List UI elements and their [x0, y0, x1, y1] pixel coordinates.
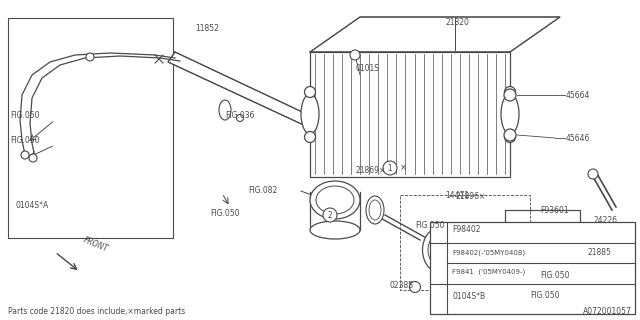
Text: ×: × [400, 164, 407, 172]
Ellipse shape [219, 100, 231, 120]
Circle shape [410, 282, 420, 292]
Text: F98402: F98402 [452, 225, 481, 234]
Ellipse shape [428, 234, 452, 266]
Text: A072001057: A072001057 [583, 308, 632, 316]
Circle shape [504, 132, 515, 142]
Ellipse shape [366, 196, 384, 224]
Ellipse shape [316, 186, 354, 214]
Circle shape [383, 161, 397, 175]
Text: 21869×: 21869× [355, 165, 385, 174]
Polygon shape [168, 52, 315, 128]
Text: FIG.050: FIG.050 [210, 209, 239, 218]
Text: F98402(-'05MY0408): F98402(-'05MY0408) [452, 249, 525, 256]
Text: 3: 3 [444, 292, 449, 301]
Text: FIG.036: FIG.036 [225, 110, 255, 119]
Text: FIG.050: FIG.050 [415, 220, 445, 229]
Circle shape [504, 89, 516, 101]
Text: Parts code 21820 does include,×marked parts: Parts code 21820 does include,×marked pa… [8, 308, 185, 316]
Text: FRONT: FRONT [82, 236, 109, 254]
Text: 2: 2 [328, 211, 332, 220]
Text: 21820: 21820 [445, 18, 469, 27]
Circle shape [605, 243, 615, 253]
Circle shape [305, 132, 316, 142]
Text: F9841  ('05MY0409-): F9841 ('05MY0409-) [452, 268, 525, 275]
Text: 3: 3 [545, 243, 550, 252]
Circle shape [323, 208, 337, 222]
Circle shape [541, 240, 555, 254]
Ellipse shape [501, 94, 519, 134]
Text: 1: 1 [444, 225, 449, 234]
Text: 11852: 11852 [195, 23, 219, 33]
Ellipse shape [301, 94, 319, 134]
Bar [8, 18, 173, 238]
Text: F93601: F93601 [540, 205, 568, 214]
Ellipse shape [310, 221, 360, 239]
Text: 0104S*B: 0104S*B [452, 292, 486, 301]
Bar [310, 52, 510, 177]
Text: FIG.050: FIG.050 [540, 270, 570, 279]
Circle shape [21, 151, 29, 159]
Circle shape [237, 115, 243, 122]
Text: 14471: 14471 [445, 190, 469, 199]
Text: 45646: 45646 [566, 133, 590, 142]
Text: 21896×: 21896× [456, 191, 486, 201]
Circle shape [440, 290, 452, 302]
Text: 24226: 24226 [594, 215, 618, 225]
Circle shape [86, 53, 94, 61]
Bar [430, 222, 635, 314]
Polygon shape [310, 17, 560, 52]
Circle shape [476, 253, 484, 262]
Polygon shape [505, 210, 580, 285]
Circle shape [588, 169, 598, 179]
Ellipse shape [310, 181, 360, 219]
Circle shape [29, 154, 37, 162]
Text: 21885: 21885 [588, 247, 612, 257]
Ellipse shape [369, 200, 381, 220]
Circle shape [465, 245, 474, 254]
Text: FIG.050: FIG.050 [530, 291, 559, 300]
Text: 0101S: 0101S [355, 63, 379, 73]
Circle shape [440, 224, 452, 236]
Text: 45664: 45664 [566, 91, 590, 100]
Ellipse shape [422, 228, 458, 273]
Circle shape [305, 86, 316, 98]
Circle shape [350, 50, 360, 60]
Circle shape [504, 129, 516, 141]
Text: 1: 1 [388, 164, 392, 172]
Text: 0238S: 0238S [390, 281, 414, 290]
Text: 0104S*A: 0104S*A [15, 201, 48, 210]
Circle shape [440, 256, 452, 268]
Circle shape [504, 86, 515, 98]
Text: FIG.050: FIG.050 [10, 135, 40, 145]
Text: FIG.050: FIG.050 [10, 110, 40, 119]
Ellipse shape [480, 247, 494, 257]
Text: 2: 2 [444, 258, 449, 267]
Text: FIG.082: FIG.082 [248, 186, 277, 195]
